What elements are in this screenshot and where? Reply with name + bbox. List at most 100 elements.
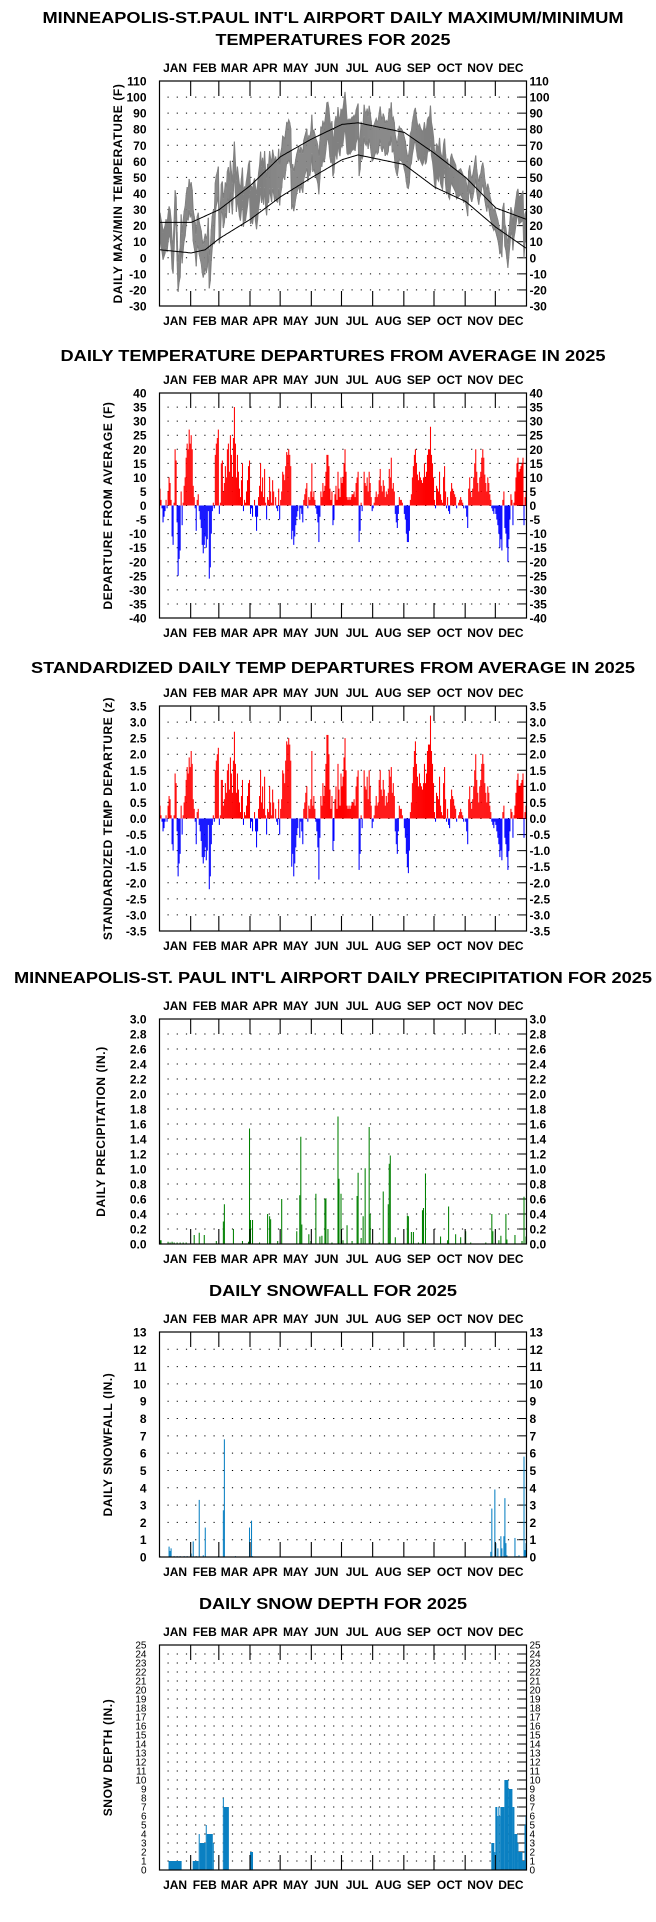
daily-bar	[362, 1216, 364, 1244]
departure-bar	[293, 818, 295, 877]
departure-bar	[161, 818, 163, 822]
y-tick-label-right: 13	[530, 1749, 542, 1760]
departure-bar	[365, 485, 367, 506]
departure-bar	[329, 789, 331, 819]
departure-bar	[350, 805, 352, 819]
departure-bar	[262, 477, 264, 506]
departure-bar	[524, 497, 526, 506]
month-label-top: APR	[252, 999, 278, 1013]
departure-bar	[205, 818, 207, 861]
month-label-bottom: JUN	[314, 1565, 338, 1579]
departure-bar	[211, 818, 213, 825]
daily-bar	[503, 1536, 505, 1557]
y-tick-label-left: 3	[140, 1499, 147, 1513]
departure-bar	[171, 818, 173, 845]
daily-bar	[364, 1168, 366, 1244]
month-label-top: FEB	[193, 1312, 217, 1326]
month-label-bottom: OCT	[437, 626, 463, 640]
departure-bar	[259, 485, 261, 506]
departure-bar	[365, 789, 367, 819]
y-tick-label-right: 25	[530, 429, 544, 443]
y-tick-label-right: 0.5	[530, 796, 547, 810]
departure-bar	[520, 783, 522, 819]
y-tick-label-left: 100	[126, 91, 146, 105]
departure-bar	[469, 477, 471, 506]
departure-bar	[514, 491, 516, 506]
plot-frame	[158, 1331, 528, 1558]
departure-bar	[161, 505, 163, 509]
daily-bar	[338, 1178, 340, 1244]
departure-bar	[408, 818, 410, 851]
departure-bar	[170, 815, 172, 819]
departure-bar	[367, 491, 369, 506]
daily-bar	[505, 1214, 507, 1244]
snow-depth-bar	[518, 1852, 523, 1870]
departure-bar	[312, 805, 314, 819]
y-tick-label-left: 13	[135, 1749, 147, 1760]
chart-title: TEMPERATURES FOR 2025	[216, 32, 451, 49]
month-label-bottom: NOV	[467, 1878, 493, 1892]
departure-bar	[421, 483, 423, 506]
y-tick-label-left: 13	[133, 1326, 147, 1340]
departure-bar	[386, 802, 388, 819]
departure-bar	[422, 783, 424, 819]
daily-bar	[523, 1196, 525, 1244]
y-tick-label-right: -3.5	[530, 925, 551, 939]
y-tick-label-left: -30	[129, 583, 147, 597]
month-label-bottom: MAR	[221, 1878, 249, 1892]
departure-bar	[325, 471, 327, 506]
departure-bar	[496, 505, 498, 520]
departure-bar	[277, 505, 279, 512]
departure-bar	[217, 747, 219, 819]
y-tick-label-left: 5	[140, 1464, 147, 1478]
y-tick-label-left: 1.5	[130, 764, 147, 778]
daily-bar	[173, 1242, 175, 1244]
y-axis-label: DAILY PRECIPITATION (IN.)	[94, 1046, 108, 1217]
departure-bar	[270, 491, 272, 506]
departure-bar	[240, 796, 242, 819]
departure-bar	[229, 435, 231, 506]
departure-bar	[348, 497, 350, 506]
plot-frame	[158, 392, 528, 619]
y-tick-label-left: 5	[140, 485, 147, 499]
month-label-bottom: JUN	[314, 626, 338, 640]
departure-bar	[165, 815, 167, 819]
daily-bar	[340, 1193, 342, 1244]
y-tick-label-right: -0.5	[530, 828, 551, 842]
departure-bar	[354, 497, 356, 506]
y-tick-label-right: 9	[530, 1395, 537, 1409]
departure-bar	[306, 483, 308, 506]
y-tick-label-left: 0.0	[130, 1238, 147, 1252]
departure-bar	[181, 818, 183, 835]
departure-bar	[209, 505, 211, 568]
y-tick-label-left: 3	[141, 1839, 147, 1850]
departure-bar	[301, 818, 303, 832]
departure-bar	[199, 818, 201, 832]
departure-bar	[293, 505, 295, 545]
y-tick-label-right: -2.0	[530, 876, 551, 890]
y-tick-label-left: 2.2	[130, 1073, 147, 1087]
plot-frame	[158, 705, 528, 932]
y-tick-label-left: 0.6	[130, 1193, 147, 1207]
departure-bar	[341, 483, 343, 506]
chart-marks	[159, 1439, 527, 1558]
chart-marks	[168, 1780, 527, 1870]
departure-bar	[341, 786, 343, 819]
snow-depth-bar	[512, 1807, 515, 1870]
departure-bar	[519, 468, 521, 506]
departure-bar	[338, 488, 340, 506]
departure-bar	[435, 505, 437, 509]
departure-bar	[497, 505, 499, 526]
departure-bar	[472, 488, 474, 506]
departure-bar	[323, 796, 325, 819]
daily-bar	[440, 1236, 442, 1244]
y-tick-label-right: 8	[530, 1412, 537, 1426]
departure-bar	[472, 799, 474, 819]
daily-bar	[407, 1216, 409, 1244]
month-label-top: JUN	[314, 999, 338, 1013]
departure-bar	[236, 454, 238, 506]
departure-bar	[258, 497, 260, 506]
snow-depth-bar	[524, 1825, 526, 1870]
departure-bar	[223, 483, 225, 506]
departure-bar	[459, 499, 461, 506]
